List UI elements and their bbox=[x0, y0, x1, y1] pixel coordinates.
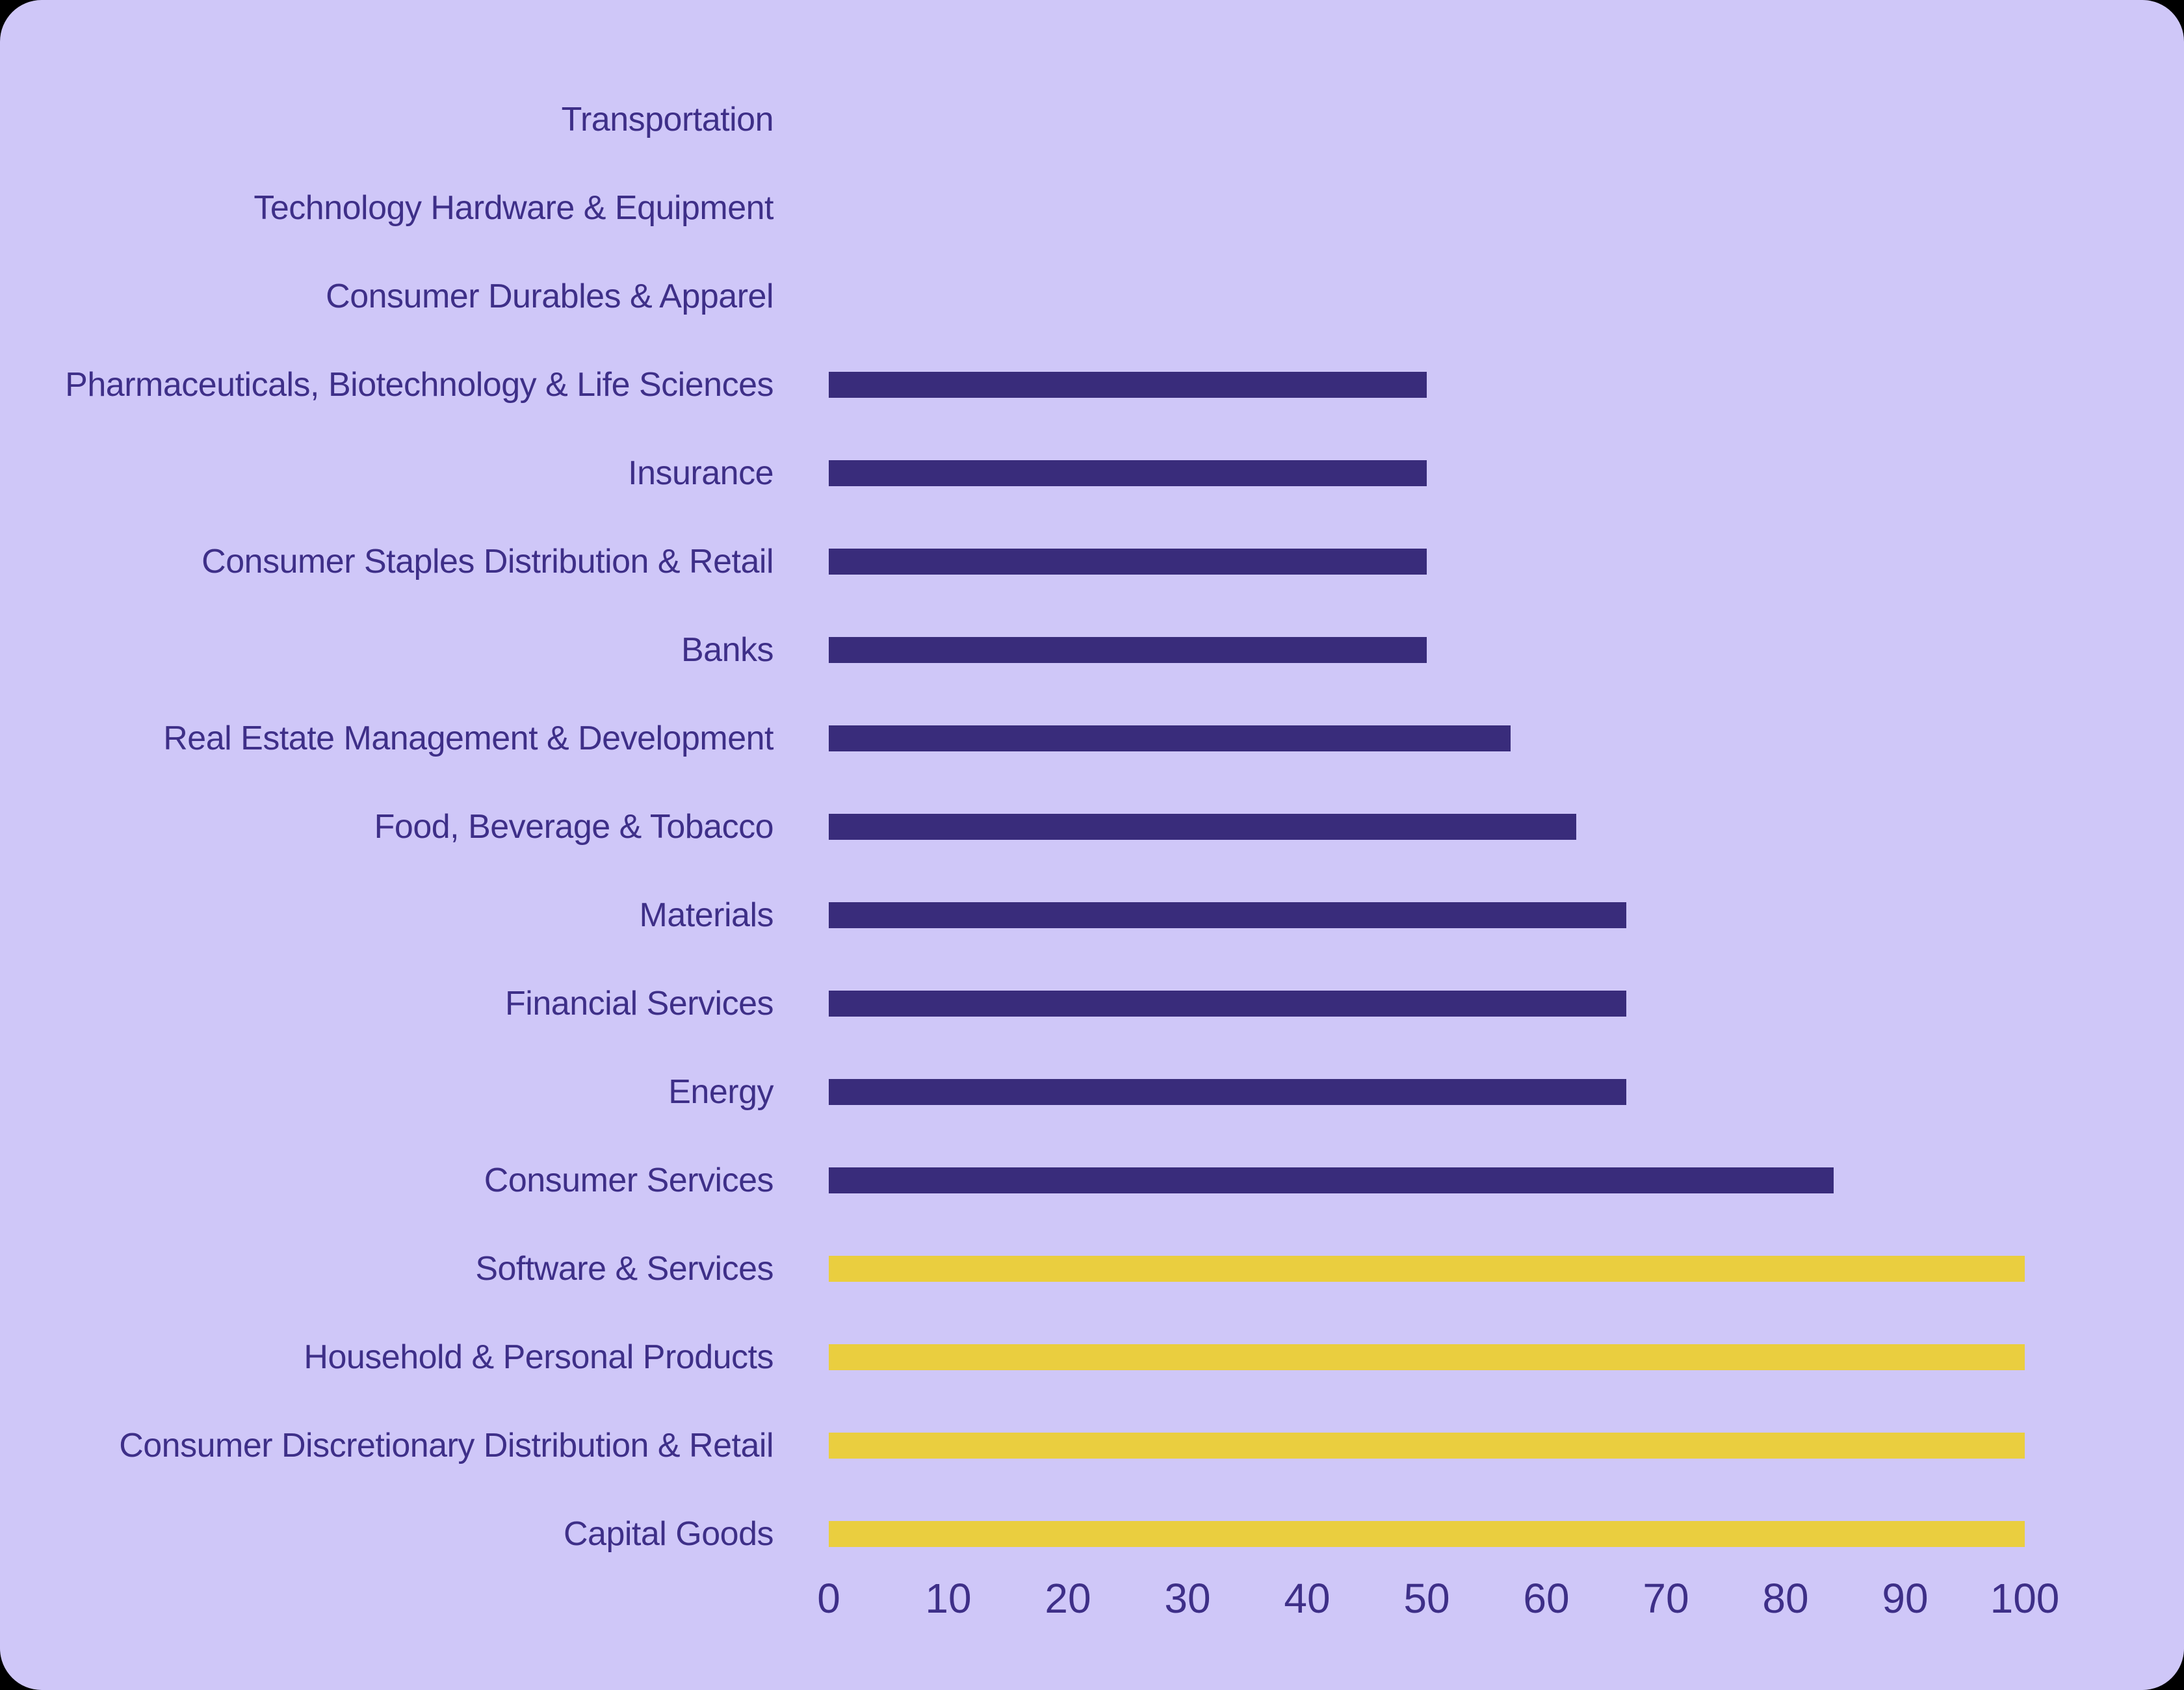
bar-track bbox=[829, 283, 2025, 309]
bar bbox=[829, 549, 1427, 575]
bar bbox=[829, 1256, 2025, 1282]
chart-row: Transportation bbox=[0, 75, 2184, 164]
bar-track bbox=[829, 991, 2025, 1017]
category-label: Consumer Discretionary Distribution & Re… bbox=[119, 1427, 774, 1464]
category-label: Energy bbox=[668, 1073, 774, 1111]
bar-track bbox=[829, 195, 2025, 221]
chart-row: Pharmaceuticals, Biotechnology & Life Sc… bbox=[0, 341, 2184, 429]
bar bbox=[829, 725, 1511, 751]
x-axis-tick-label: 90 bbox=[1882, 1575, 1929, 1622]
bar bbox=[829, 1433, 2025, 1459]
bar-track bbox=[829, 637, 2025, 663]
category-label: Materials bbox=[639, 896, 774, 934]
bar-track bbox=[829, 1079, 2025, 1105]
chart-row: Energy bbox=[0, 1048, 2184, 1136]
bar bbox=[829, 1344, 2025, 1370]
x-axis-tick-label: 20 bbox=[1045, 1575, 1091, 1622]
chart-rows: Transportation Technology Hardware & Equi… bbox=[0, 75, 2184, 1578]
category-label: Banks bbox=[681, 631, 774, 669]
category-label: Pharmaceuticals, Biotechnology & Life Sc… bbox=[65, 366, 774, 404]
category-label: Financial Services bbox=[505, 985, 774, 1022]
bar bbox=[829, 991, 1627, 1017]
bar bbox=[829, 460, 1427, 486]
category-label: Software & Services bbox=[475, 1250, 774, 1288]
x-axis-tick-label: 60 bbox=[1523, 1575, 1570, 1622]
x-axis-tick-label: 80 bbox=[1762, 1575, 1809, 1622]
bar-track bbox=[829, 460, 2025, 486]
bar-track bbox=[829, 107, 2025, 133]
category-label: Transportation bbox=[561, 101, 774, 138]
bar-track bbox=[829, 1433, 2025, 1459]
category-label: Technology Hardware & Equipment bbox=[254, 189, 774, 227]
bar bbox=[829, 1167, 1834, 1193]
chart-row: Software & Services bbox=[0, 1225, 2184, 1313]
bar bbox=[829, 637, 1427, 663]
chart-row: Financial Services bbox=[0, 959, 2184, 1048]
x-axis-tick-label: 10 bbox=[925, 1575, 972, 1622]
category-label: Insurance bbox=[628, 454, 774, 492]
chart-row: Materials bbox=[0, 871, 2184, 959]
x-axis-tick-label: 70 bbox=[1643, 1575, 1689, 1622]
bar bbox=[829, 902, 1627, 928]
chart-row: Technology Hardware & Equipment bbox=[0, 164, 2184, 252]
x-axis-tick-label: 50 bbox=[1403, 1575, 1450, 1622]
chart-row: Food, Beverage & Tobacco bbox=[0, 783, 2184, 871]
bar-track bbox=[829, 814, 2025, 840]
bar-track bbox=[829, 1256, 2025, 1282]
category-label: Consumer Durables & Apparel bbox=[326, 278, 774, 315]
bar bbox=[829, 1521, 2025, 1547]
bar bbox=[829, 814, 1576, 840]
bar-track bbox=[829, 1521, 2025, 1547]
chart-row: Banks bbox=[0, 606, 2184, 694]
chart-row: Consumer Durables & Apparel bbox=[0, 252, 2184, 341]
category-label: Household & Personal Products bbox=[304, 1338, 774, 1376]
chart-row: Capital Goods bbox=[0, 1490, 2184, 1578]
bar-track bbox=[829, 1344, 2025, 1370]
category-label: Consumer Staples Distribution & Retail bbox=[202, 543, 774, 580]
chart-row: Consumer Discretionary Distribution & Re… bbox=[0, 1401, 2184, 1490]
category-label: Food, Beverage & Tobacco bbox=[374, 808, 774, 846]
bar bbox=[829, 372, 1427, 398]
x-axis-tick-label: 40 bbox=[1284, 1575, 1331, 1622]
bar-track bbox=[829, 549, 2025, 575]
chart-row: Insurance bbox=[0, 429, 2184, 517]
bar-track bbox=[829, 372, 2025, 398]
chart-row: Consumer Services bbox=[0, 1136, 2184, 1225]
x-axis-tick-label: 0 bbox=[817, 1575, 840, 1622]
category-label: Consumer Services bbox=[484, 1162, 774, 1199]
x-axis: 0 10 20 30 40 50 60 70 80 90 100 bbox=[817, 1575, 2059, 1660]
x-axis-tick-label: 100 bbox=[1990, 1575, 2060, 1622]
bar-track bbox=[829, 902, 2025, 928]
x-axis-tick-label: 30 bbox=[1164, 1575, 1211, 1622]
chart-row: Real Estate Management & Development bbox=[0, 694, 2184, 783]
bar-track bbox=[829, 1167, 2025, 1193]
bar bbox=[829, 1079, 1627, 1105]
chart-row: Household & Personal Products bbox=[0, 1313, 2184, 1401]
category-label: Capital Goods bbox=[563, 1515, 774, 1553]
bar-track bbox=[829, 725, 2025, 751]
chart-row: Consumer Staples Distribution & Retail bbox=[0, 517, 2184, 606]
category-label: Real Estate Management & Development bbox=[163, 720, 774, 757]
